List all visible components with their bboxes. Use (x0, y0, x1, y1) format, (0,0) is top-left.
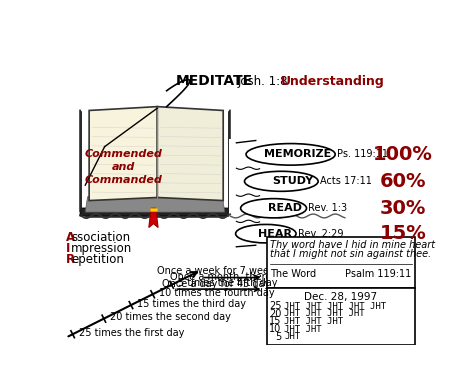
Polygon shape (149, 208, 158, 227)
Text: I: I (66, 242, 70, 255)
Text: A: A (66, 231, 75, 244)
Text: Commanded: Commanded (84, 175, 162, 185)
Text: 15 times the third day: 15 times the third day (137, 298, 246, 308)
Text: Dec. 28, 1997: Dec. 28, 1997 (305, 292, 378, 302)
Text: mpression: mpression (71, 242, 133, 255)
Text: 60%: 60% (380, 172, 426, 191)
Polygon shape (80, 208, 230, 216)
Text: MEMORIZE: MEMORIZE (264, 149, 331, 159)
FancyBboxPatch shape (266, 237, 415, 288)
Text: Josh. 1:8: Josh. 1:8 (238, 75, 288, 88)
Text: Acts 17:11: Acts 17:11 (320, 176, 372, 186)
Text: 15: 15 (269, 317, 281, 326)
Text: Once a month, thereafter: Once a month, thereafter (170, 272, 295, 282)
Text: Once a week for 7 weeks, then: Once a week for 7 weeks, then (157, 266, 308, 275)
Text: JHT JHT JHT JHT JHT: JHT JHT JHT JHT JHT (285, 301, 386, 310)
Text: 10 times the fourth day: 10 times the fourth day (159, 288, 274, 298)
Text: epetition: epetition (71, 253, 124, 265)
Text: JHT JHT JHT: JHT JHT JHT (285, 317, 344, 326)
Text: R: R (66, 253, 75, 265)
Text: Understanding: Understanding (280, 75, 384, 88)
Text: 5: 5 (275, 332, 281, 342)
Ellipse shape (241, 199, 306, 218)
Ellipse shape (246, 144, 335, 165)
Text: 20 times the second day: 20 times the second day (110, 312, 231, 322)
Text: 20: 20 (269, 309, 281, 319)
Text: JHT: JHT (285, 333, 300, 341)
Text: Once a day for 45 days: Once a day for 45 days (162, 279, 276, 289)
Polygon shape (229, 139, 345, 243)
Text: Rev. 1:3: Rev. 1:3 (308, 203, 347, 213)
Text: 10: 10 (269, 324, 281, 334)
Polygon shape (157, 107, 223, 201)
Text: that I might not sin against thee.: that I might not sin against thee. (271, 249, 432, 260)
Text: HEAR: HEAR (258, 229, 292, 239)
Text: 15%: 15% (379, 224, 426, 243)
Polygon shape (80, 110, 81, 212)
Text: and: and (112, 163, 135, 172)
Text: Ps. 119:11: Ps. 119:11 (337, 149, 388, 159)
Text: 25 times the first day: 25 times the first day (79, 328, 184, 338)
Text: JHT JHT: JHT JHT (285, 325, 322, 334)
Polygon shape (85, 197, 225, 212)
Text: Thy word have I hid in mine heart: Thy word have I hid in mine heart (271, 240, 436, 250)
Text: Commended: Commended (84, 149, 162, 159)
Text: 25: 25 (269, 301, 281, 311)
Text: JHT JHT JHT JHT: JHT JHT JHT JHT (285, 309, 365, 318)
Text: 100%: 100% (373, 145, 433, 164)
Polygon shape (89, 107, 157, 201)
Text: The Word: The Word (271, 269, 317, 279)
Ellipse shape (245, 171, 318, 191)
Polygon shape (85, 212, 225, 218)
Text: MEDITATE: MEDITATE (176, 74, 253, 88)
Text: STUDY: STUDY (272, 176, 314, 186)
Text: ssociation: ssociation (71, 231, 130, 244)
Text: 30%: 30% (380, 199, 426, 218)
FancyBboxPatch shape (266, 288, 415, 345)
Polygon shape (150, 208, 157, 211)
Polygon shape (229, 110, 230, 212)
Text: READ: READ (268, 203, 302, 213)
Text: 5 times the fifth day: 5 times the fifth day (178, 278, 277, 288)
Text: Rev. 2:29: Rev. 2:29 (299, 229, 344, 239)
Text: Psalm 119:11: Psalm 119:11 (345, 269, 412, 279)
Ellipse shape (236, 224, 296, 243)
